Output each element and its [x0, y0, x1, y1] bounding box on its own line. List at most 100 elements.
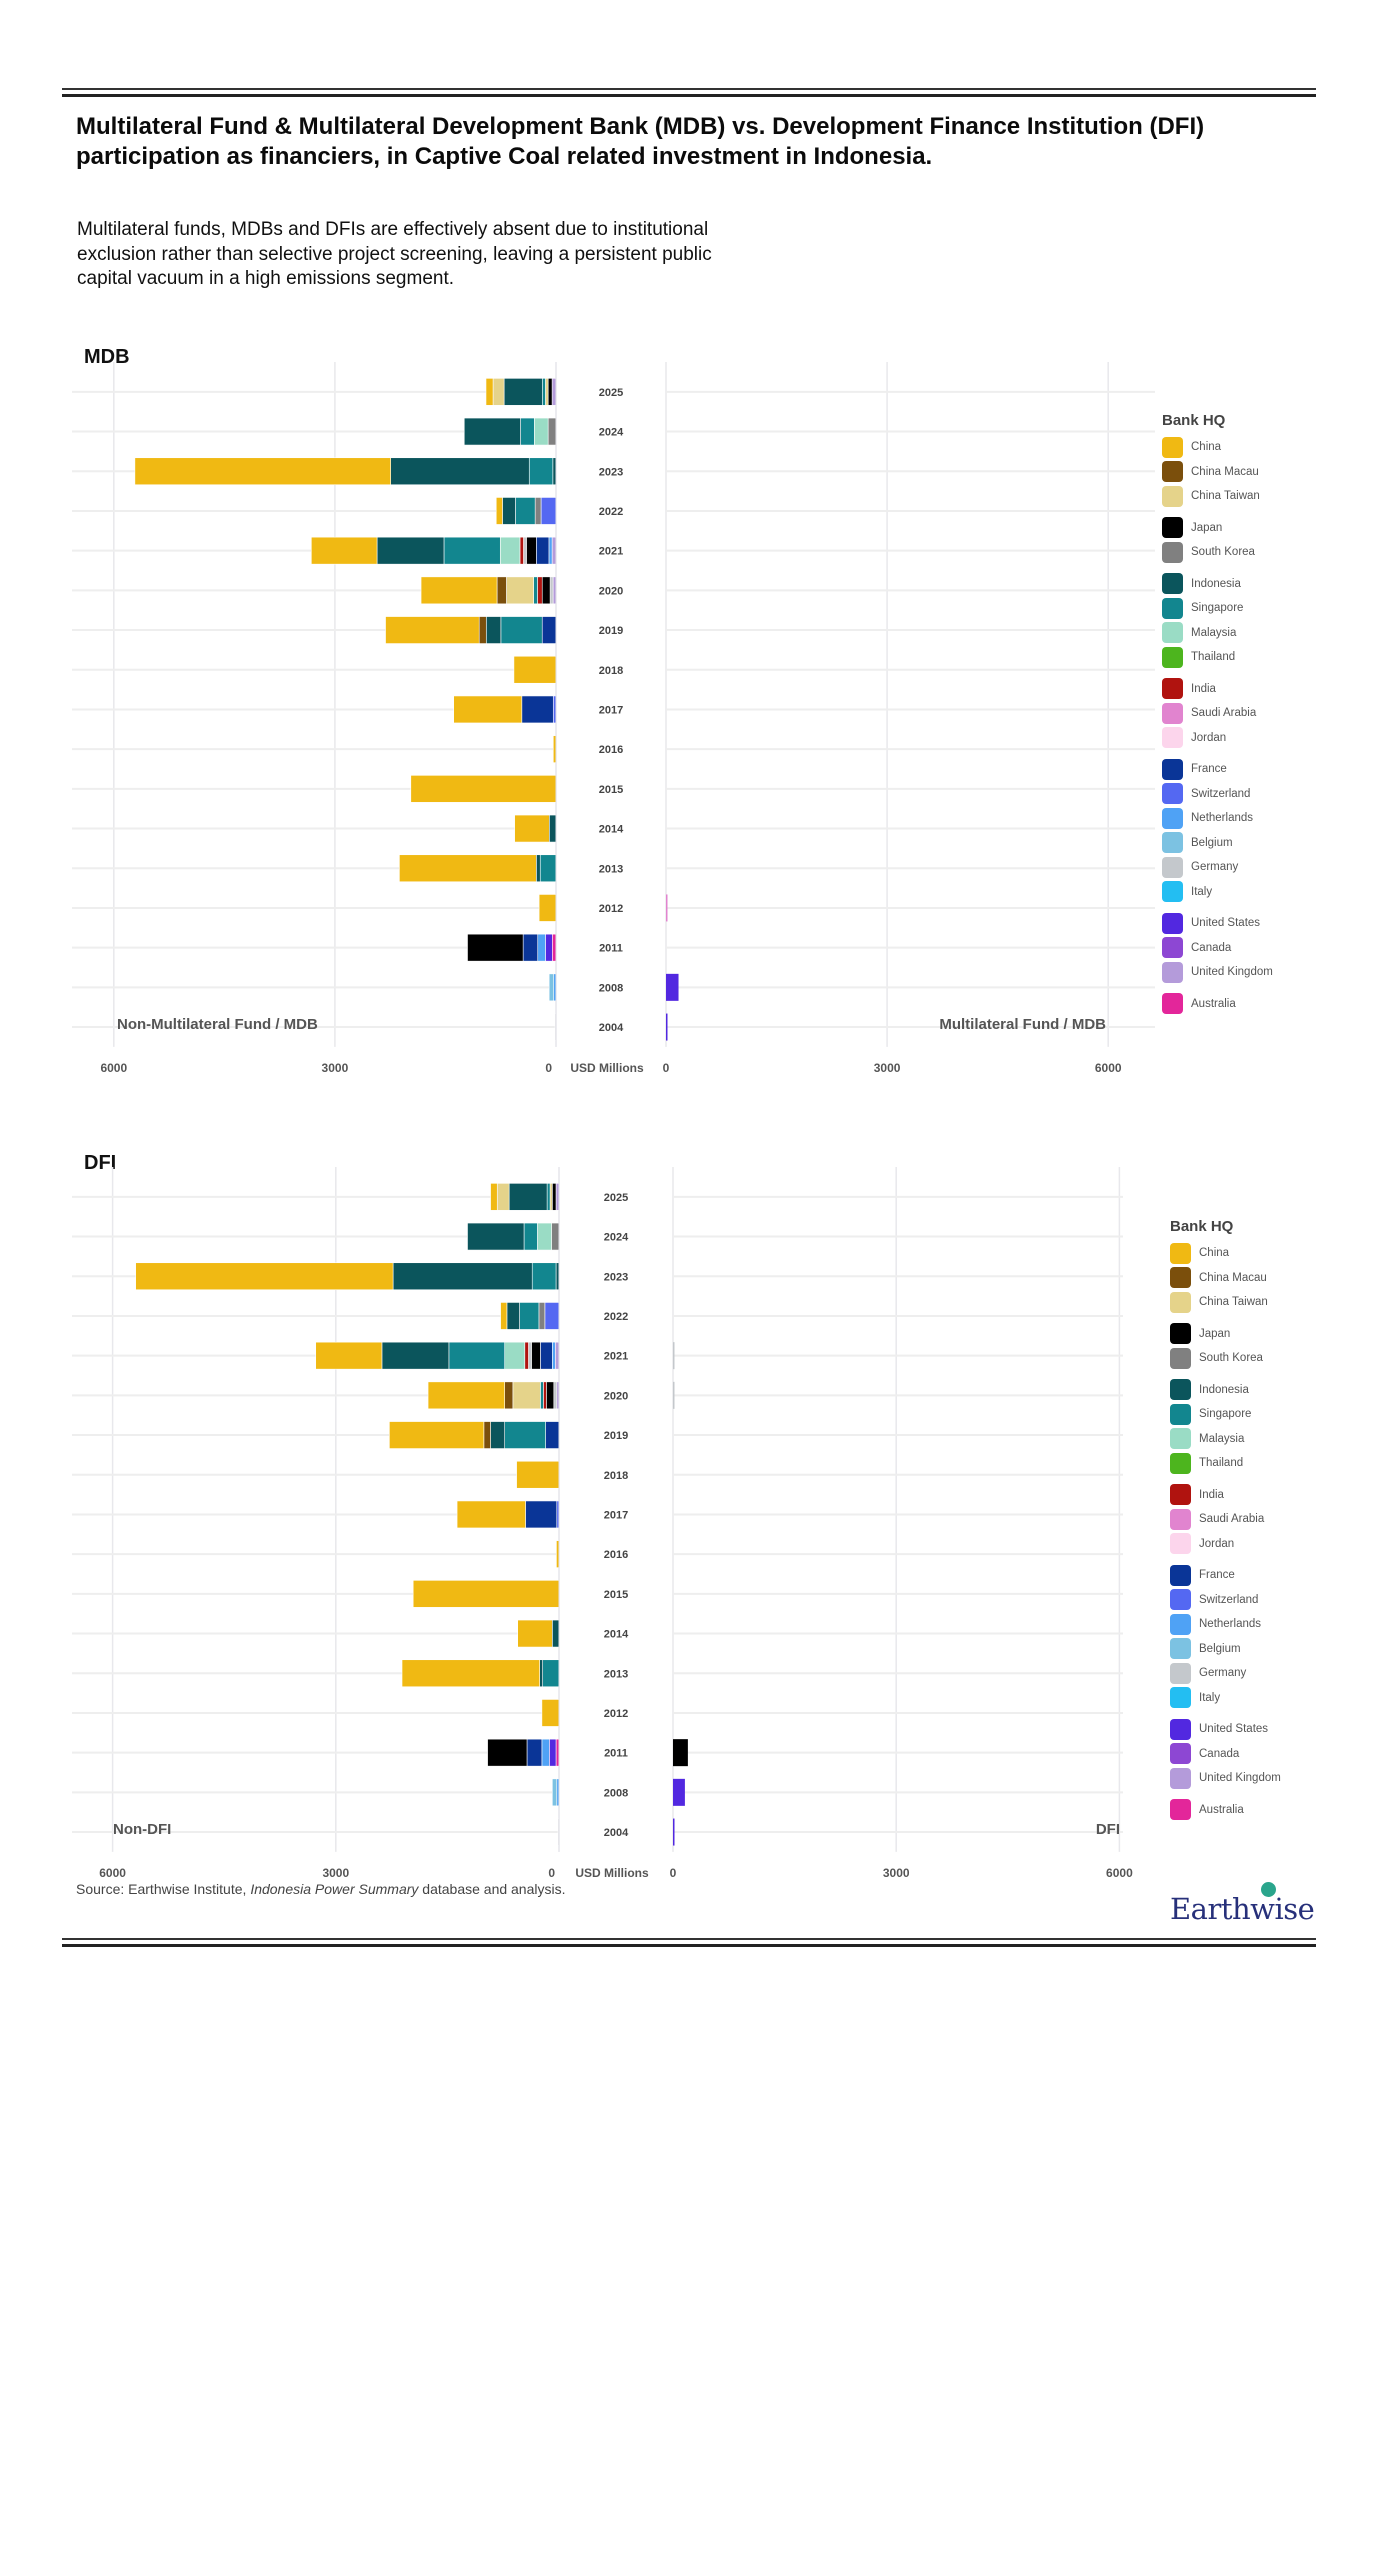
legend-swatch — [1162, 597, 1183, 619]
left-side-label: Non-DFI — [113, 1821, 171, 1838]
bar-segment-left-2011-united-states — [545, 933, 553, 962]
bar-segment-left-2020-germany — [553, 1381, 558, 1410]
legend-item-italy: Italy — [1162, 880, 1362, 905]
legend-label: Canada — [1191, 941, 1232, 954]
legend-label: India — [1199, 1488, 1224, 1501]
legend-label: India — [1191, 682, 1216, 695]
legend-label: Saudi Arabia — [1191, 707, 1257, 720]
legend-swatch — [1170, 1613, 1191, 1635]
legend-label: Germany — [1191, 861, 1239, 874]
legend-item-china-macau: China Macau — [1162, 460, 1362, 485]
legend-label: Jordan — [1199, 1537, 1235, 1550]
year-label-2017: 2017 — [599, 704, 623, 716]
legend-swatch — [1162, 807, 1183, 829]
x-tick-right-0: 0 — [670, 1866, 677, 1880]
bar-segment-left-2020-china-taiwan — [506, 576, 534, 605]
x-tick-left-3000: 3000 — [322, 1866, 349, 1880]
bar-segment-left-2021-indonesia — [381, 1341, 450, 1370]
legend-swatch — [1170, 1589, 1191, 1611]
bar-segment-left-2014-indonesia — [548, 814, 557, 843]
year-label-2016: 2016 — [599, 744, 623, 756]
x-tick-right-3000: 3000 — [874, 1061, 901, 1075]
legend-label: China Macau — [1199, 1271, 1267, 1284]
bar-segment-left-2011-netherlands — [537, 933, 546, 962]
bar-segment-left-2011-france — [522, 933, 539, 962]
legend-label: Italy — [1191, 885, 1213, 898]
legend-item-south-korea: South Korea — [1162, 540, 1362, 565]
bar-segment-left-2021-netherlands — [552, 1341, 556, 1370]
legend-label: United States — [1199, 1723, 1269, 1736]
bar-segment-left-2024-south-korea — [547, 417, 557, 446]
bar-segment-left-2025-indonesia — [503, 378, 543, 406]
year-label-2008: 2008 — [604, 1787, 628, 1799]
bar-segment-left-2021-france — [540, 1341, 553, 1370]
legend-item-germany: Germany — [1162, 855, 1362, 880]
right-side-label: Multilateral Fund / MDB — [939, 1016, 1106, 1033]
bar-segment-left-2021-netherlands — [548, 536, 553, 565]
bar-segment-left-2012-china — [541, 1699, 560, 1727]
legend-label: Japan — [1199, 1327, 1231, 1340]
bar-segment-left-2021-france — [536, 536, 550, 565]
legend-swatch — [1170, 1718, 1191, 1740]
legend-item-france: France — [1162, 757, 1362, 782]
legend-item-singapore: Singapore — [1162, 596, 1362, 621]
year-label-2015: 2015 — [604, 1589, 628, 1601]
legend-label: United Kingdom — [1199, 1772, 1281, 1785]
bar-segment-right-2004-united-states — [673, 1818, 675, 1846]
legend-item-canada: Canada — [1170, 1742, 1370, 1767]
source-suffix: database and analysis. — [418, 1881, 566, 1897]
legend-swatch — [1170, 1428, 1191, 1450]
legend-swatch — [1162, 573, 1183, 595]
x-tick-right-6000: 6000 — [1106, 1866, 1133, 1880]
legend-item-switzerland: Switzerland — [1162, 782, 1362, 807]
year-label-2018: 2018 — [599, 665, 623, 677]
legend-swatch — [1170, 1743, 1191, 1765]
mdb-chart: 2025 2024 2023 2022 2021 2020 2019 2018 2017 2016… — [72, 362, 1155, 1075]
legend-swatch — [1162, 622, 1183, 644]
bar-segment-left-2021-japan — [531, 1341, 541, 1370]
year-label-2019: 2019 — [599, 625, 623, 637]
year-label-2023: 2023 — [599, 466, 623, 478]
right-side-label: DFI — [1096, 1821, 1120, 1838]
year-label-2019: 2019 — [604, 1430, 628, 1442]
bar-segment-left-2023-singapore — [528, 457, 554, 486]
year-label-2022: 2022 — [599, 506, 623, 518]
legend-item-china-taiwan: China Taiwan — [1162, 484, 1362, 509]
year-label-2024: 2024 — [599, 427, 624, 439]
x-tick-left-6000: 6000 — [99, 1866, 126, 1880]
legend-item-canada: Canada — [1162, 936, 1362, 961]
bar-segment-right-2011-japan — [673, 1739, 688, 1767]
bar-segment-left-2021-india — [519, 536, 524, 565]
bar-segment-left-2019-indonesia — [490, 1421, 505, 1449]
legend-label: Netherlands — [1191, 812, 1254, 825]
legend-swatch — [1162, 961, 1183, 983]
legend-swatch — [1162, 541, 1183, 563]
bar-segment-left-2008-belgium — [552, 1778, 558, 1807]
bar-segment-left-2011-japan — [467, 933, 524, 962]
logo-text: Earthwise — [1170, 1892, 1315, 1926]
legend-swatch — [1162, 856, 1183, 878]
legend-label: Australia — [1191, 997, 1236, 1010]
legend-swatch — [1170, 1379, 1191, 1401]
legend-label: Malaysia — [1199, 1432, 1245, 1445]
year-label-2021: 2021 — [599, 546, 623, 558]
year-label-2014: 2014 — [604, 1629, 629, 1641]
bar-segment-left-2018-china — [513, 655, 557, 684]
legend-swatch — [1170, 1799, 1191, 1821]
legend-item-china-macau: China Macau — [1170, 1266, 1370, 1291]
logo-dot-icon — [1261, 1882, 1276, 1897]
bar-segment-left-2020-singapore — [540, 1381, 544, 1410]
bar-segment-left-2020-india — [537, 576, 543, 605]
bar-segment-left-2021-germany — [528, 1341, 532, 1370]
legend-item-indonesia: Indonesia — [1170, 1378, 1370, 1403]
page-subtitle: Multilateral funds, MDBs and DFIs are ef… — [77, 219, 712, 289]
bar-segment-left-2023-indonesia — [390, 457, 530, 486]
legend-label: Jordan — [1191, 731, 1227, 744]
bar-segment-left-2021-china — [315, 1341, 383, 1370]
legend-label: Indonesia — [1199, 1383, 1249, 1396]
legend-label: Australia — [1199, 1803, 1244, 1816]
x-tick-right-6000: 6000 — [1095, 1061, 1122, 1075]
year-label-2008: 2008 — [599, 982, 623, 994]
bar-segment-left-2019-china — [389, 1421, 485, 1449]
year-label-2004: 2004 — [604, 1827, 629, 1839]
